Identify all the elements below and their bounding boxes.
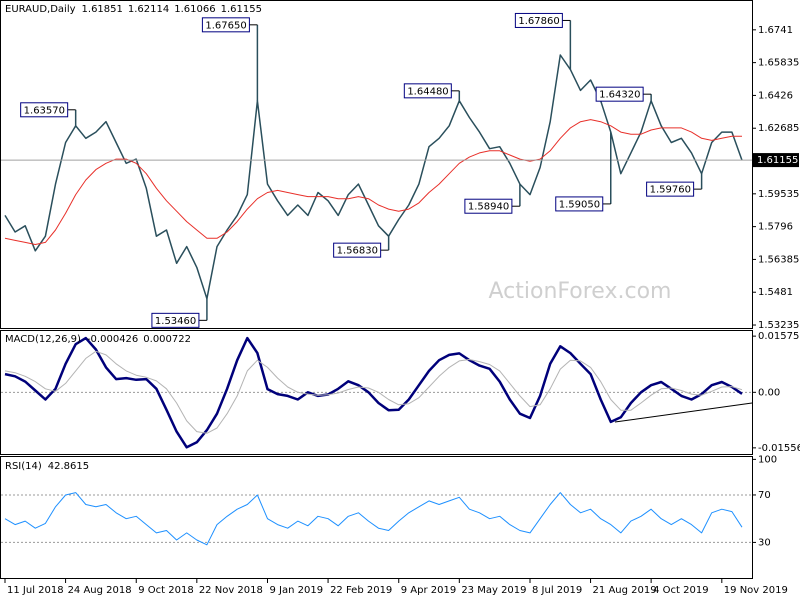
y-tick-label: 1.6426 (758, 90, 793, 101)
series-line (4, 350, 743, 434)
annotation-box (201, 17, 250, 33)
annotation-label: 1.67650 (205, 20, 246, 31)
annotation-box (555, 196, 604, 212)
x-tick-label: 8 Jul 2019 (532, 585, 582, 596)
y-tick-label: 1.6741 (758, 25, 793, 36)
rsi-panel (0, 456, 753, 579)
y-tick-label: -0.015568 (758, 443, 800, 454)
y-tick-label: 1.5796 (758, 222, 793, 233)
annotation-label: 1.59760 (650, 185, 691, 196)
ohlc-value: 1.61066 (174, 4, 215, 15)
series-line (4, 54, 743, 300)
macd-trendline (614, 402, 753, 423)
annotation-box (403, 83, 452, 99)
annotation-label: 1.64480 (407, 86, 448, 97)
series-line (4, 336, 743, 449)
x-tick-label: 21 Aug 2019 (593, 585, 657, 596)
panel-title: MACD(12,26,9) (5, 334, 81, 345)
annotation-box (151, 312, 200, 328)
indicator-value: 42.8615 (48, 461, 89, 472)
watermark: ActionForex.com (489, 279, 672, 304)
annotation-label: 1.56830 (337, 246, 378, 257)
y-tick-label: 1.53235 (758, 320, 799, 331)
y-tick-label: 1.56385 (758, 254, 799, 265)
panel-title: RSI(14) (5, 461, 42, 472)
y-tick-label: 1.65835 (758, 58, 799, 69)
y-tick-label: 70 (758, 490, 771, 501)
annotation-box (20, 102, 69, 118)
x-tick-label: 22 Nov 2018 (199, 585, 263, 596)
indicator-value: 0.000722 (143, 334, 191, 345)
panel-title: EURAUD,Daily (5, 4, 76, 15)
y-tick-label: 1.59535 (758, 189, 799, 200)
x-tick-label: 19 Nov 2019 (724, 585, 788, 596)
annotation-label: 1.59050 (559, 199, 600, 210)
x-tick-label: 9 Apr 2019 (401, 585, 456, 596)
y-tick-label: 1.62685 (758, 123, 799, 134)
y-tick-label: 30 (758, 537, 771, 548)
current-price-label: 1.61155 (757, 155, 798, 166)
y-tick-label: 0.00 (758, 387, 780, 398)
y-tick-label: 1.5481 (758, 287, 793, 298)
annotation-box (646, 181, 695, 197)
x-tick-label: 24 Aug 2018 (68, 585, 132, 596)
annotation-label: 1.63570 (24, 105, 65, 116)
y-tick-label: 0.01575 (758, 331, 799, 342)
annotation-box (464, 198, 513, 214)
x-tick-label: 23 May 2019 (461, 585, 526, 596)
annotation-label: 1.67860 (518, 16, 559, 27)
price-panel (0, 0, 753, 329)
annotation-box (595, 86, 644, 102)
series-line (4, 492, 743, 546)
x-tick-label: 9 Jan 2019 (269, 585, 323, 596)
current-price-box (753, 153, 799, 168)
annotation-box (514, 12, 563, 28)
x-tick-label: 22 Feb 2019 (330, 585, 392, 596)
y-tick-label: 100 (758, 454, 777, 465)
ohlc-value: 1.61851 (82, 4, 123, 15)
ohlc-value: 1.61155 (221, 4, 262, 15)
ohlc-value: 1.62114 (128, 4, 169, 15)
annotation-box (333, 242, 382, 258)
indicator-value: -0.000426 (87, 334, 138, 345)
annotation-label: 1.53460 (155, 316, 196, 327)
x-tick-label: 4 Oct 2019 (653, 585, 708, 596)
annotation-label: 1.64320 (599, 90, 640, 101)
annotation-label: 1.58940 (468, 202, 509, 213)
x-tick-label: 9 Oct 2018 (138, 585, 193, 596)
x-tick-label: 11 Jul 2018 (7, 585, 64, 596)
